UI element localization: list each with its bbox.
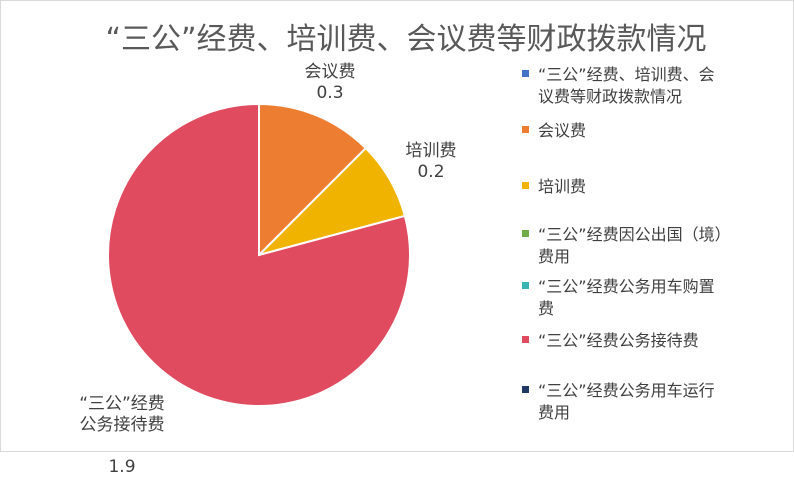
data-label-reception-fee: “三公”经费 公务接待费 1.9 [52,373,192,499]
legend-label: “三公”经费、培训费、会 议费等财政拨款情况 [538,65,715,106]
legend-label: “三公”经费公务用车运行 费用 [538,381,715,422]
pie-chart [107,102,411,407]
chart-title: “三公”经费、培训费、会议费等财政拨款情况 [105,22,707,57]
legend-label: “三公”经费因公出国（境） 费用 [538,225,731,266]
legend-swatch [522,282,529,289]
data-label-value: 0.3 [316,83,344,103]
data-label-value: 0.2 [417,162,445,182]
pie-slice-1 [258,102,368,258]
legend-label: “三公”经费公务接待费 [538,331,699,350]
legend-swatch [522,386,529,393]
legend-label: 会议费 [538,121,587,140]
legend-label: 培训费 [538,177,587,196]
legend-swatch [522,70,529,77]
legend-swatch [522,336,529,343]
legend-swatch [522,182,529,189]
data-label-value: 1.9 [108,457,136,477]
data-label-meeting-fee: 会议费 0.3 [290,62,370,104]
data-label-name: 培训费 [405,141,457,161]
legend-swatch [522,230,529,237]
pie-slice-5 [107,102,411,407]
data-label-training-fee: 培训费 0.2 [391,141,471,183]
data-label-name: “三公”经费 公务接待费 [79,394,165,435]
data-label-name: 会议费 [304,62,356,82]
legend-swatch [522,126,529,133]
legend-label: “三公”经费公务用车购置 费 [538,277,715,318]
